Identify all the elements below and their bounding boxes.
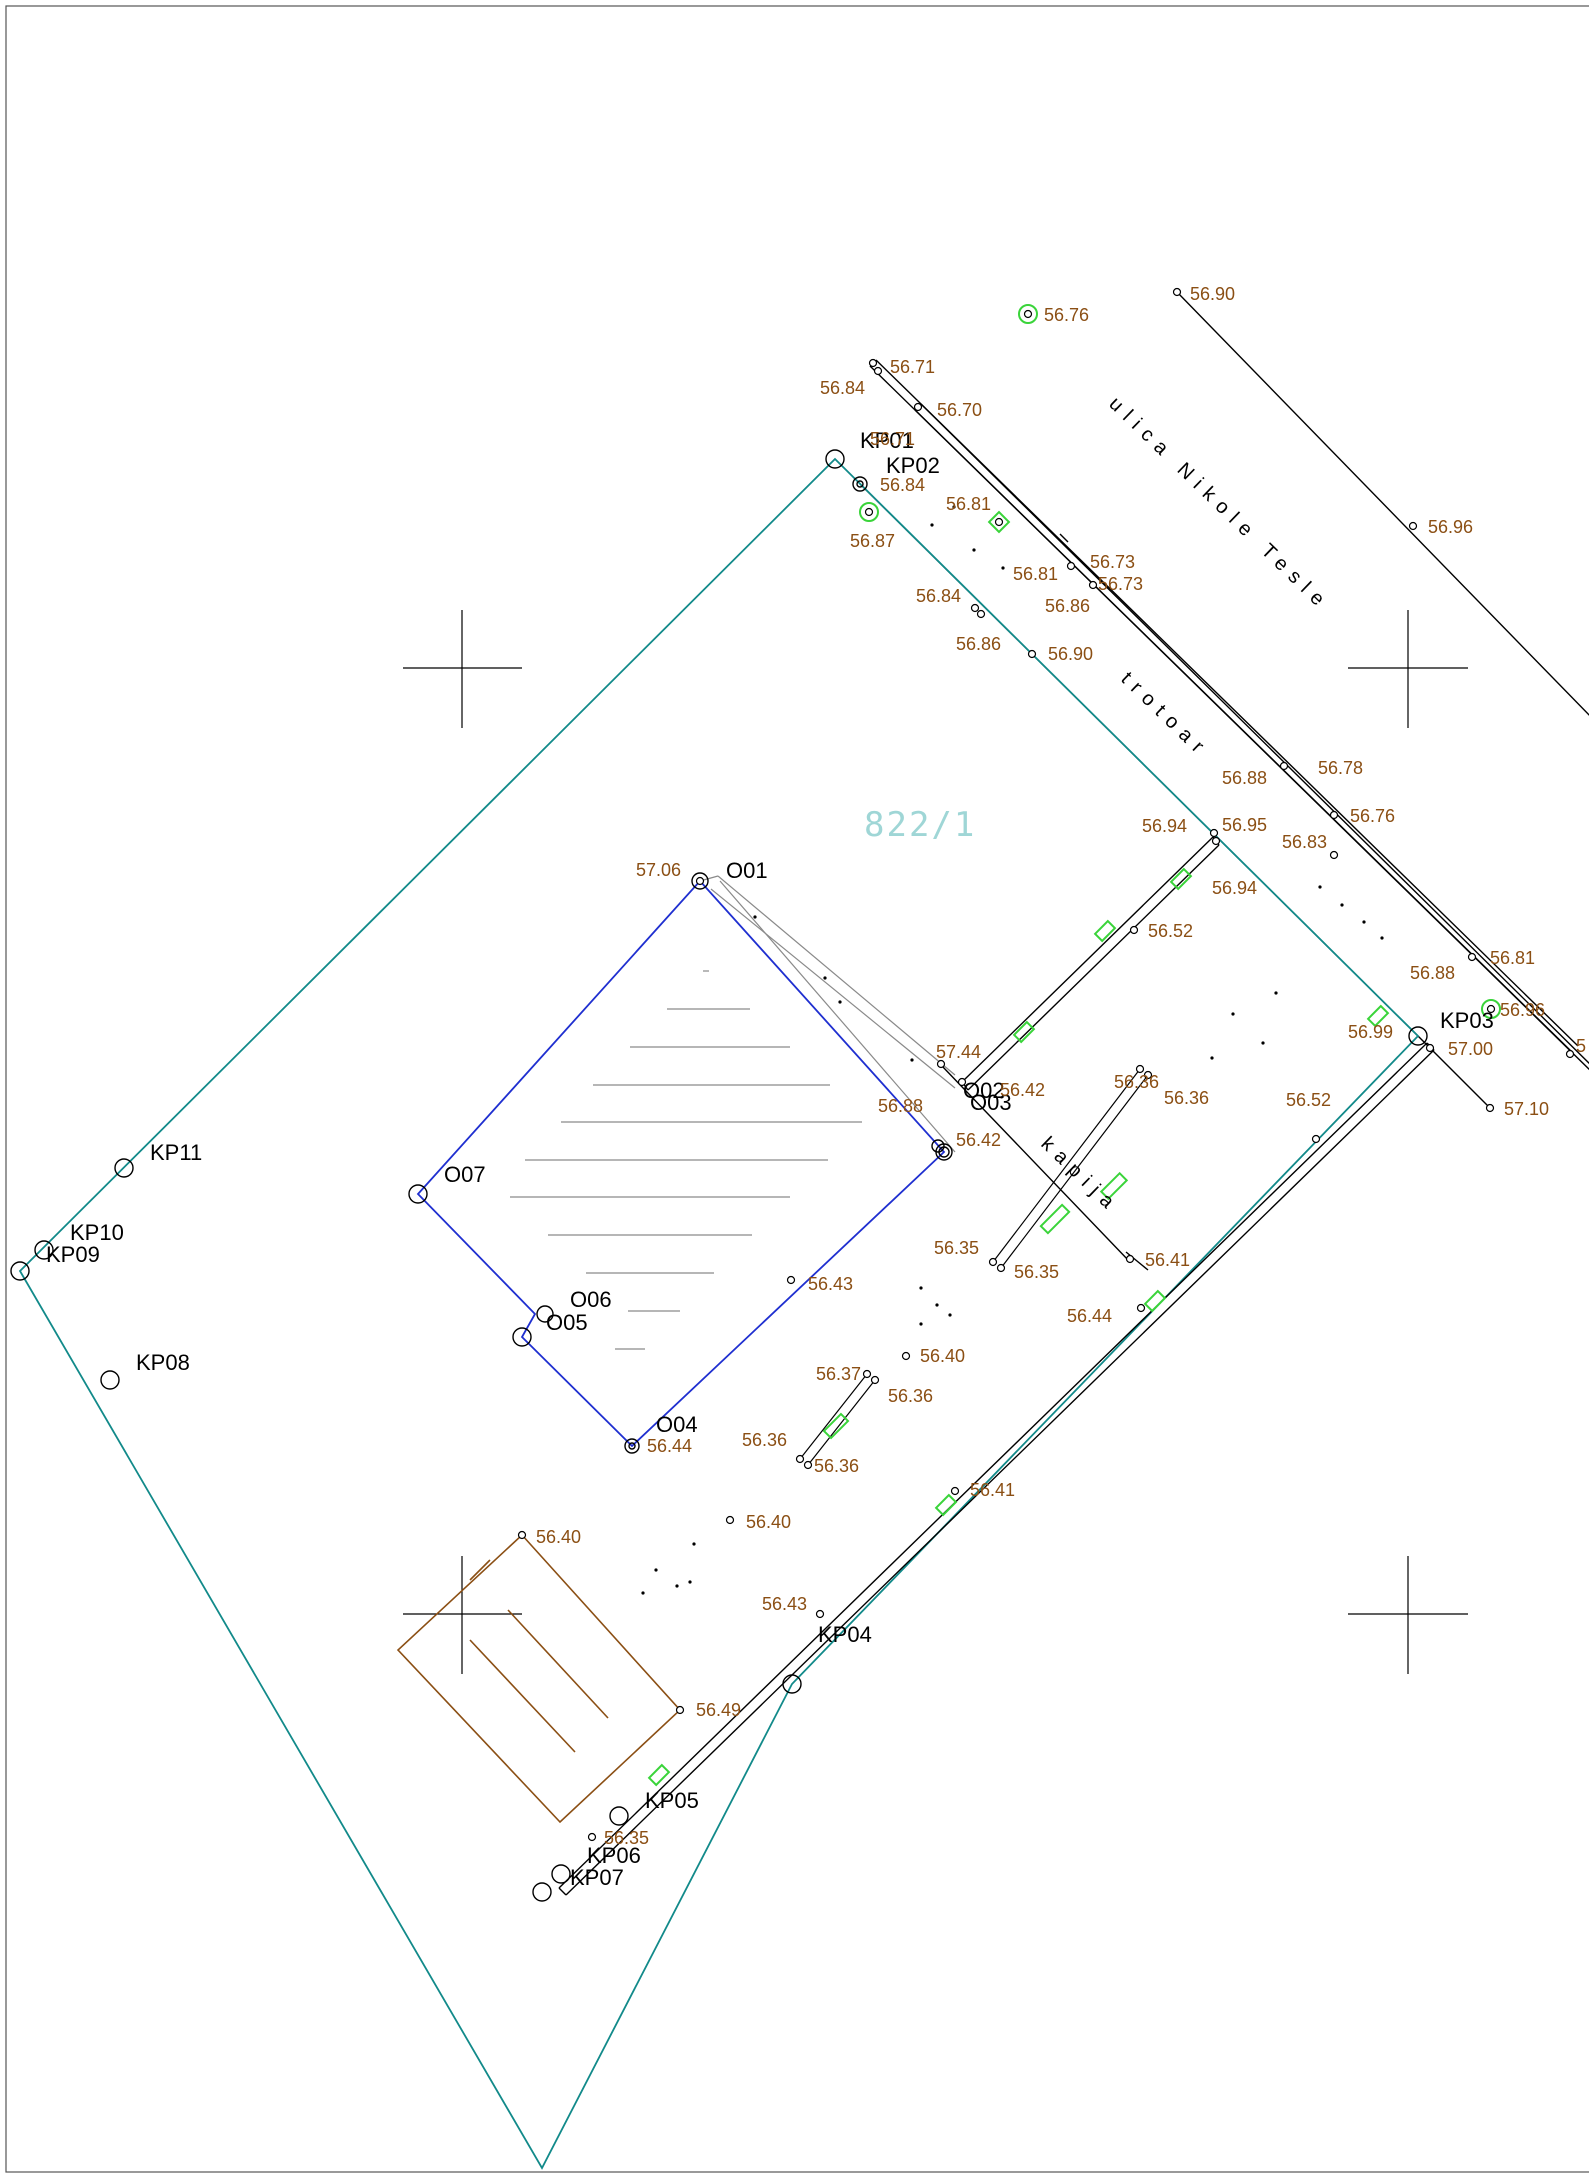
elevation-label: 56.73 [1090, 552, 1135, 572]
point-label-kp05: KP05 [645, 1788, 699, 1813]
point-label-kp03: KP03 [1440, 1008, 1494, 1033]
elevation-label: 56.84 [880, 475, 925, 495]
point-label-kp02: KP02 [886, 453, 940, 478]
point-label-o03: O03 [970, 1090, 1012, 1115]
elevation-labels: 56.90 56.76 56.71 56.84 56.70 56.71 56.8… [536, 284, 1586, 1848]
survey-points [517, 287, 1575, 1842]
annex-lines [699, 875, 956, 1153]
elevation-label: 56.88 [1410, 963, 1455, 983]
elevation-label: 56.90 [1190, 284, 1235, 304]
elevation-label: 56.36 [888, 1386, 933, 1406]
elevation-label: 56.43 [808, 1274, 853, 1294]
elevation-label: 56.71 [870, 429, 915, 449]
elevation-label: 56.70 [937, 400, 982, 420]
elevation-label: 56.35 [934, 1238, 979, 1258]
elevation-label: 56.35 [604, 1828, 649, 1848]
point-label-kp10: KP10 [70, 1220, 124, 1245]
elevation-label: 56.84 [820, 378, 865, 398]
point-label-kp09: KP09 [46, 1242, 100, 1267]
elevation-label: 57.44 [936, 1042, 981, 1062]
gate-structure [941, 836, 1220, 1271]
fence-lines [558, 1042, 1435, 1896]
elevation-label: 56.52 [1148, 921, 1193, 941]
elevation-label: 56.71 [890, 357, 935, 377]
point-label-kp04: KP04 [818, 1622, 872, 1647]
elevation-label: 56.88 [1222, 768, 1267, 788]
elevation-label: 56.81 [1490, 948, 1535, 968]
spot-dots [641, 505, 1384, 1595]
elevation-label: 56.42 [1000, 1080, 1045, 1100]
point-label-kp06: KP06 [587, 1843, 641, 1868]
parcel-number-label: 822/1 [864, 805, 976, 845]
sidewalk-label: trotoar [1117, 668, 1214, 763]
elevation-label: 56.36 [742, 1430, 787, 1450]
gate-label: kapija [1037, 1133, 1124, 1218]
sheet-frame [5, 5, 1589, 2173]
sidewalk-curb [869, 359, 1589, 1071]
elevation-label: 56.86 [1045, 596, 1090, 616]
road-edge [1176, 291, 1589, 716]
elevation-label: 56.36 [1164, 1088, 1209, 1108]
elevation-label: 56.76 [1350, 806, 1395, 826]
elevation-label: 56.36 [814, 1456, 859, 1476]
elevation-label: 56.90 [1048, 644, 1093, 664]
elevation-label: 56.52 [1286, 1090, 1331, 1110]
elevation-label: 56.88 [878, 1096, 923, 1116]
elevation-label: 56.40 [536, 1527, 581, 1547]
gate-posts [799, 1068, 1149, 1466]
elevation-label: 56.41 [1145, 1250, 1190, 1270]
parcel-boundary [18, 457, 1420, 2170]
point-label-kp01: KP01 [860, 428, 914, 453]
elevation-label: 56.76 [1044, 305, 1089, 325]
control-point-circles [10, 449, 1428, 1902]
elevation-label: 56.37 [816, 1364, 861, 1384]
building-hatch [510, 970, 862, 1350]
elevation-label: 56.94 [1142, 816, 1187, 836]
elevation-label: 56.81 [1013, 564, 1058, 584]
elevation-label: 56.78 [1318, 758, 1363, 778]
elevation-label: 57.10 [1504, 1099, 1549, 1119]
elevation-label: 56.96 [1428, 517, 1473, 537]
elevation-label: 56.87 [850, 531, 895, 551]
green-markers [647, 304, 1501, 1787]
point-label-o04: O04 [656, 1412, 698, 1437]
elevation-label: 56.49 [696, 1700, 741, 1720]
elevation-label: 56.86 [956, 634, 1001, 654]
point-label-o02: O02 [963, 1078, 1005, 1103]
elevation-label: 56.36 [1114, 1072, 1159, 1092]
elevation-label: 5 [1576, 1036, 1586, 1056]
building-outline [416, 879, 946, 1448]
elevation-label: 56.42 [956, 1130, 1001, 1150]
elevation-label: 56.40 [920, 1346, 965, 1366]
registration-crosses [403, 610, 1468, 1674]
elevation-label: 56.44 [1067, 1306, 1112, 1326]
elevation-label: 56.35 [1014, 1262, 1059, 1282]
elevation-label: 56.83 [1282, 832, 1327, 852]
point-label-o06: O06 [570, 1287, 612, 1312]
elevation-label: 56.44 [647, 1436, 692, 1456]
elevation-label: 56.96 [1500, 1000, 1545, 1020]
elevation-label: 56.73 [1098, 574, 1143, 594]
elevation-label: 56.81 [946, 494, 991, 514]
point-label-kp07: KP07 [570, 1865, 624, 1890]
elevation-label: 57.06 [636, 860, 681, 880]
elevation-label: 56.84 [916, 586, 961, 606]
point-label-o05: O05 [546, 1310, 588, 1335]
point-label-o01: O01 [726, 858, 768, 883]
point-label-o07: O07 [444, 1162, 486, 1187]
elevation-label: 56.40 [746, 1512, 791, 1532]
elevation-label: 56.41 [970, 1480, 1015, 1500]
point-label-kp08: KP08 [136, 1350, 190, 1375]
elevation-label: 56.95 [1222, 815, 1267, 835]
elevation-label: 56.99 [1348, 1022, 1393, 1042]
point-label-kp11: KP11 [150, 1140, 202, 1165]
elevation-label: 56.94 [1212, 878, 1257, 898]
elevation-label: 56.43 [762, 1594, 807, 1614]
elevation-label: 57.00 [1448, 1039, 1493, 1059]
terrace-outline [396, 1533, 682, 1824]
